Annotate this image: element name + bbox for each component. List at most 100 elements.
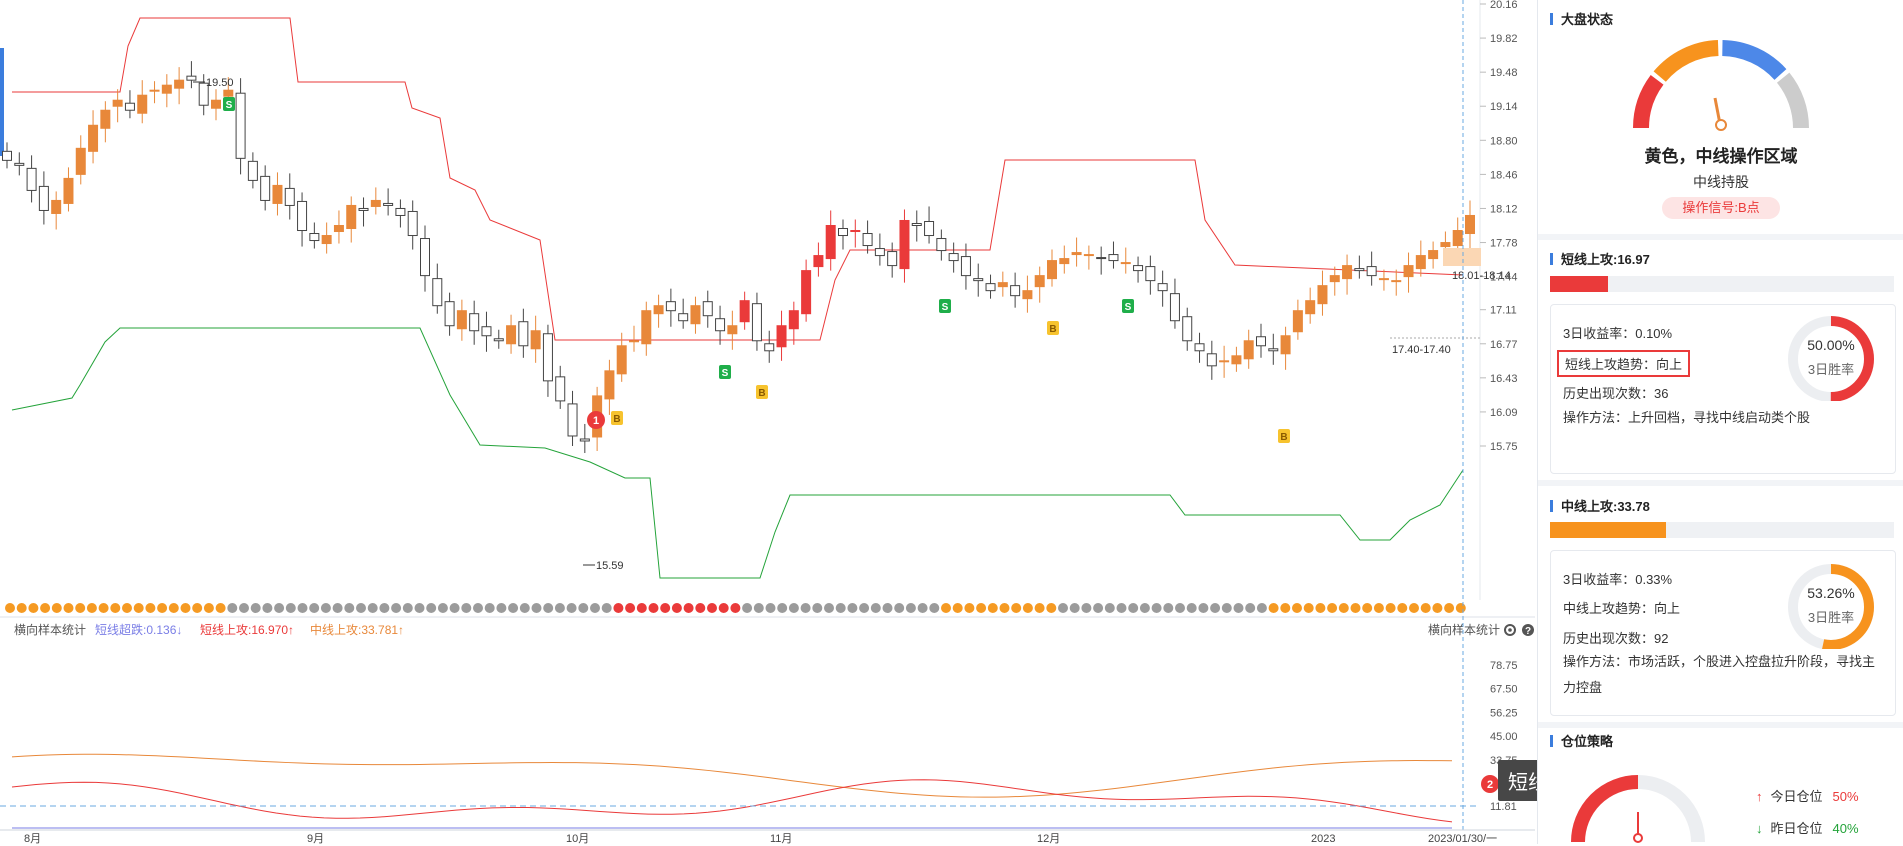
signal-dot — [695, 603, 706, 613]
gear-icon[interactable] — [1504, 624, 1516, 636]
svg-text:S: S — [722, 368, 729, 379]
signal-dot — [344, 603, 355, 613]
sell-signal-tag[interactable]: S — [719, 365, 731, 379]
candle-body — [14, 162, 25, 166]
candle-body — [88, 124, 99, 152]
short-attack-section: 短线上攻:16.97 3日收益率：0.10% 短线上攻趋势：向上 历史出现次数：… — [1538, 240, 1903, 484]
signal-dot — [648, 603, 659, 613]
candle-body — [1157, 283, 1168, 292]
candle-body — [223, 89, 234, 97]
marker-1[interactable]: 1 — [587, 411, 605, 429]
candle-body — [124, 102, 135, 111]
signal-dot — [964, 603, 975, 613]
position-title: 仓位策略 — [1561, 734, 1614, 749]
candle-body — [948, 253, 959, 262]
signal-dot — [707, 603, 717, 613]
candle-body — [321, 235, 332, 245]
signal-dot — [1397, 603, 1408, 613]
buy-signal-tag[interactable]: B — [1047, 321, 1059, 335]
x-tick-label: 11月 — [770, 833, 792, 844]
arrow-up-icon: ↑ — [1756, 789, 1763, 804]
medium-ring-label: 3日胜率 — [1807, 610, 1855, 625]
signal-dot — [941, 603, 951, 613]
market-status-section: 大盘状态 黄色，中线操作区域 中线持股 操作信号:B点 — [1538, 0, 1903, 236]
sell-signal-tag[interactable]: S — [1122, 299, 1134, 313]
signal-dot — [835, 603, 846, 613]
x-tick-label: 9月 — [307, 833, 324, 844]
y-tick-label: 17.11 — [1490, 305, 1517, 317]
candle-body — [198, 82, 209, 106]
candle-body — [715, 318, 726, 332]
candle-body — [395, 207, 406, 216]
x-tick-label: 10月 — [566, 833, 589, 844]
signal-dot — [461, 603, 472, 613]
signal-dot — [63, 603, 74, 613]
legend-short-oversold[interactable]: 短线超跌:0.136↓ — [95, 622, 182, 637]
candle-body — [284, 187, 295, 206]
legend-short-attack[interactable]: 短线上攻:16.970↑ — [200, 623, 294, 637]
signal-dot — [800, 603, 811, 613]
buy-signal-tag[interactable]: B — [1278, 429, 1290, 443]
candle-body — [247, 160, 258, 181]
candle-body — [911, 222, 922, 227]
y-tick-label: 17.78 — [1490, 238, 1518, 250]
candle-body — [1219, 360, 1230, 363]
candle-body — [1280, 335, 1291, 355]
position-section: 仓位策略 ↑ 今日仓位 50% ↓ 昨日仓位 40% — [1538, 728, 1903, 844]
medium-attack-progress — [1550, 522, 1894, 538]
buy-signal-tag[interactable]: B — [611, 411, 623, 425]
candle-body — [137, 94, 148, 114]
x-tick-label: 2023 — [1311, 833, 1335, 844]
medium-return: 3日收益率：0.33% — [1563, 572, 1673, 587]
signal-dot — [203, 603, 214, 613]
signal-dot — [297, 603, 308, 613]
signal-dot — [133, 603, 144, 613]
signal-dot — [98, 603, 109, 613]
candle-body — [1354, 268, 1365, 272]
candle-body — [690, 305, 701, 325]
y-tick-label: 20.16 — [1490, 0, 1518, 11]
signal-dot — [1221, 603, 1232, 613]
market-sub-text: 中线持股 — [1693, 174, 1749, 190]
candle-body — [1366, 266, 1377, 277]
candle-body — [432, 278, 443, 307]
help-icon[interactable]: ? — [1522, 624, 1534, 637]
signal-dot — [484, 603, 495, 613]
sell-signal-tag[interactable]: S — [223, 97, 235, 111]
buy-signal-tag[interactable]: B — [756, 385, 768, 399]
signal-dot — [402, 603, 413, 613]
candle-body — [555, 376, 566, 402]
upper-band-line — [12, 17, 1464, 341]
signal-dot — [379, 603, 390, 613]
signal-dot — [250, 603, 261, 613]
candle-body — [1071, 252, 1082, 256]
signal-dot — [1046, 603, 1057, 613]
sell-signal-tag[interactable]: S — [939, 299, 951, 313]
marker-2[interactable]: 2 — [1481, 775, 1499, 793]
svg-text:S: S — [226, 100, 233, 111]
candle-body — [149, 89, 160, 92]
candle-body — [1169, 293, 1180, 322]
candle-body — [801, 270, 812, 315]
candle-body — [604, 370, 615, 400]
candle-body — [973, 278, 984, 282]
signal-dot — [1175, 603, 1185, 613]
signal-dot — [75, 603, 86, 613]
low-label: 15.59 — [596, 560, 624, 572]
legend-medium-attack[interactable]: 中线上攻:33.781↑ — [310, 622, 404, 637]
stock-chart[interactable]: 19.50 15.59 18.01-18.14 17.40-17.40 1 B B B B S S S… — [0, 0, 1535, 844]
medium-count: 历史出现次数：92 — [1563, 631, 1669, 646]
signal-dot — [1280, 603, 1291, 613]
candlestick-series — [2, 61, 1475, 454]
signal-dot — [1455, 603, 1466, 613]
zone-label: 18.01-18.14 — [1452, 270, 1511, 282]
signal-dot — [1303, 603, 1314, 613]
signal-dot — [1373, 603, 1384, 613]
candle-body — [260, 175, 271, 201]
signal-dot — [496, 603, 507, 613]
candle-body — [493, 338, 504, 342]
y-tick-label: 16.09 — [1490, 407, 1518, 419]
signal-dot — [16, 603, 27, 613]
candle-body — [1010, 285, 1021, 297]
right-panel: 大盘状态 黄色，中线操作区域 中线持股 操作信号:B点 短线上攻:16.97 3… — [1537, 0, 1903, 844]
